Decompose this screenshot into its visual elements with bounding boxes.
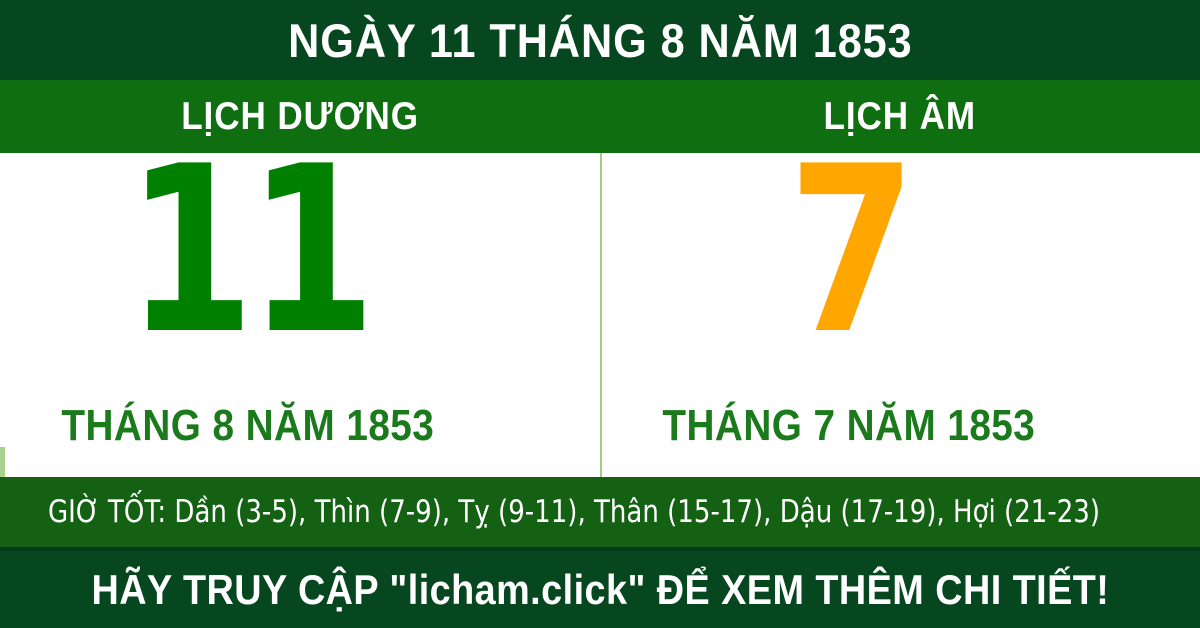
date-title: NGÀY 11 THÁNG 8 NĂM 1853 bbox=[287, 13, 913, 67]
lunar-header-label: LỊCH ÂM bbox=[823, 94, 977, 138]
solar-header-label: LỊCH DƯƠNG bbox=[181, 94, 419, 138]
calendar-body: 11 THÁNG 8 NĂM 1853 7 THÁNG 7 NĂM 1853 bbox=[0, 137, 1200, 477]
good-hours-text: GIỜ TỐT: Dần (3-5), Thìn (7-9), Tỵ (9-11… bbox=[48, 494, 1101, 530]
solar-column: 11 THÁNG 8 NĂM 1853 bbox=[0, 137, 600, 477]
solar-column-content: 11 THÁNG 8 NĂM 1853 bbox=[36, 137, 460, 451]
lunar-month-label: THÁNG 7 NĂM 1853 bbox=[662, 401, 1036, 450]
solar-header-cell: LỊCH DƯƠNG bbox=[0, 80, 600, 153]
solar-day-number: 11 bbox=[126, 118, 376, 385]
left-edge-accent bbox=[0, 447, 5, 477]
lunar-day-number: 7 bbox=[788, 118, 916, 385]
lunar-column: 7 THÁNG 7 NĂM 1853 bbox=[600, 137, 1200, 477]
lunar-column-content: 7 THÁNG 7 NĂM 1853 bbox=[637, 137, 1061, 451]
footer-cta-text: HÃY TRUY CẬP "licham.click" ĐỂ XEM THÊM … bbox=[91, 565, 1109, 613]
good-hours-bar: GIỜ TỐT: Dần (3-5), Thìn (7-9), Tỵ (9-11… bbox=[0, 477, 1200, 547]
date-title-bar: NGÀY 11 THÁNG 8 NĂM 1853 bbox=[0, 0, 1200, 80]
calendar-type-header: LỊCH DƯƠNG LỊCH ÂM bbox=[0, 80, 1200, 153]
lunar-header-cell: LỊCH ÂM bbox=[600, 80, 1200, 153]
footer-cta-bar: HÃY TRUY CẬP "licham.click" ĐỂ XEM THÊM … bbox=[0, 547, 1200, 628]
solar-month-label: THÁNG 8 NĂM 1853 bbox=[61, 401, 435, 450]
